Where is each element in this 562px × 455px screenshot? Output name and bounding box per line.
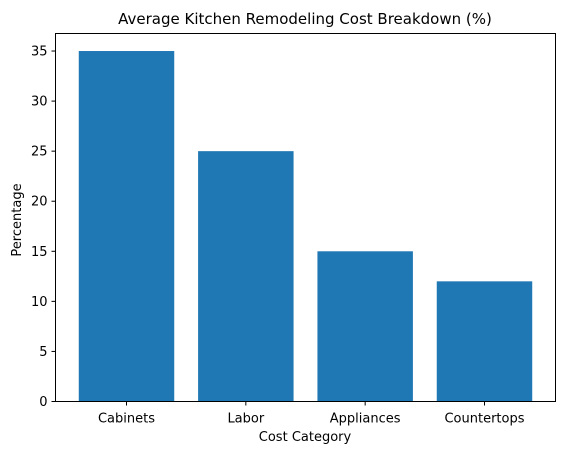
y-axis-label: Percentage	[10, 183, 25, 256]
bar-appliances	[317, 251, 413, 402]
x-tick-label-appliances: Appliances	[330, 412, 401, 427]
y-tick-label: 10	[31, 295, 48, 310]
bars-layer	[78, 51, 533, 402]
y-tick-label: 25	[31, 145, 48, 160]
x-tick-label-countertops: Countertops	[444, 412, 524, 427]
y-tick-label: 15	[31, 245, 48, 260]
bar-cabinets	[78, 51, 175, 402]
x-axis-label: Cost Category	[259, 430, 352, 445]
bar-countertops	[436, 281, 533, 402]
y-tick-label: 30	[31, 95, 48, 110]
y-tick-label: 0	[39, 395, 47, 410]
x-tick-label-labor: Labor	[227, 412, 264, 427]
chart-title: Average Kitchen Remodeling Cost Breakdow…	[118, 10, 492, 28]
x-axis-ticks: Cabinets Labor Appliances Countertops	[98, 401, 525, 427]
y-tick-label: 20	[31, 195, 48, 210]
y-tick-label: 35	[31, 45, 48, 60]
x-tick-label-cabinets: Cabinets	[98, 412, 155, 427]
plot-frame	[55, 33, 556, 402]
bar-labor	[198, 151, 294, 402]
y-axis-ticks: 0 5 10 15 20 25 30 35	[31, 45, 56, 410]
y-tick-label: 5	[39, 345, 47, 360]
